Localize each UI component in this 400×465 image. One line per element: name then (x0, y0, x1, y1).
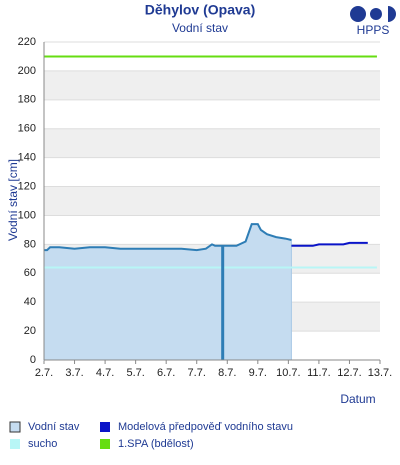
y-tick-label: 120 (18, 180, 36, 192)
y-tick-label: 40 (24, 296, 36, 308)
logo-text: HPPS (357, 23, 390, 37)
series-line (44, 223, 292, 252)
x-axis-label: Datum (340, 392, 375, 406)
series-line (291, 241, 368, 247)
y-axis-label: Vodní stav [cm] (6, 159, 20, 241)
legend-label: Vodní stav (28, 421, 80, 433)
legend-swatch (100, 422, 110, 432)
y-tick-label: 100 (18, 209, 36, 221)
legend-label: 1.SPA (bdělost) (118, 438, 194, 450)
chart-title: Děhylov (Opava) (145, 2, 255, 18)
y-tick-label: 160 (18, 123, 36, 135)
y-tick-label: 140 (18, 152, 36, 164)
x-tick-label: 13.7. (368, 367, 392, 379)
y-tick-label: 200 (18, 65, 36, 77)
x-tick-label: 5.7. (126, 367, 144, 379)
x-tick-label: 2.7. (35, 367, 53, 379)
y-tick-label: 20 (24, 325, 36, 337)
x-tick-label: 8.7. (218, 367, 236, 379)
x-tick-label: 9.7. (249, 367, 267, 379)
y-tick-label: 180 (18, 94, 36, 106)
chart-subtitle: Vodní stav (172, 21, 228, 35)
x-tick-label: 4.7. (96, 367, 114, 379)
y-tick-label: 220 (18, 36, 36, 48)
x-tick-label: 12.7. (337, 367, 361, 379)
legend-swatch (9, 421, 21, 433)
legend-label: sucho (28, 438, 57, 450)
grid-band (44, 186, 380, 216)
legend-swatch (100, 439, 110, 449)
x-tick-label: 10.7. (276, 367, 300, 379)
x-tick-label: 11.7. (307, 367, 331, 379)
y-tick-label: 60 (24, 267, 36, 279)
grid-band (44, 70, 380, 100)
x-tick-label: 6.7. (157, 367, 175, 379)
grid-band (44, 128, 380, 158)
legend-swatch (10, 439, 20, 449)
legend-label: Modelová předpověď vodního stavu (118, 421, 293, 433)
y-tick-label: 0 (30, 354, 36, 366)
x-tick-label: 3.7. (65, 367, 83, 379)
y-tick-label: 80 (24, 238, 36, 250)
x-tick-label: 7.7. (188, 367, 206, 379)
logo: HPPS (350, 6, 396, 37)
